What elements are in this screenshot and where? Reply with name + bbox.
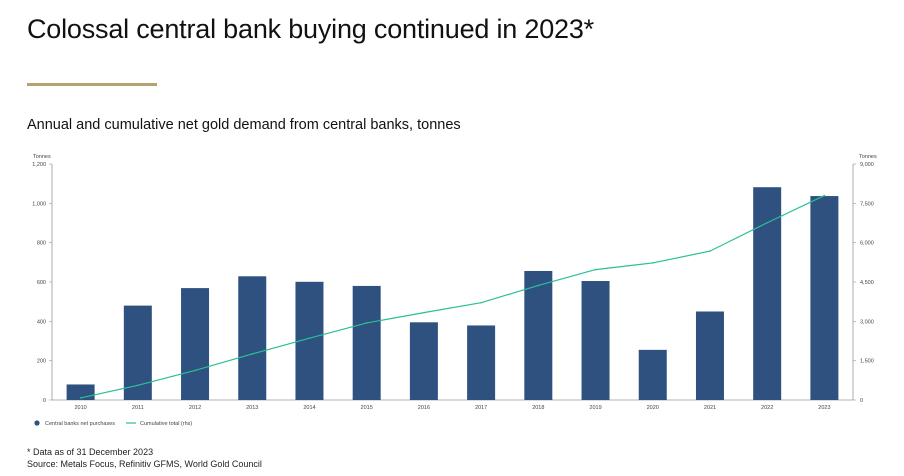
x-tick-label: 2021 [704, 405, 716, 411]
right-tick-label: 7,500 [860, 201, 874, 207]
chart-title: Colossal central bank buying continued i… [27, 14, 594, 44]
x-tick-label: 2016 [418, 405, 430, 411]
cumulative-point-2015 [365, 322, 368, 324]
left-tick-label: 600 [37, 280, 46, 286]
right-axis-unit-label: Tonnes [859, 154, 877, 160]
left-tick-label: 200 [37, 359, 46, 365]
right-tick-label: 3,000 [860, 319, 874, 325]
x-tick-label: 2018 [532, 405, 544, 411]
bar-2018 [524, 270, 553, 400]
bar-2021 [695, 311, 724, 400]
cumulative-point-2013 [251, 353, 254, 355]
cumulative-point-2023 [823, 194, 826, 197]
right-tick-label: 9,000 [860, 162, 874, 168]
x-tick-label: 2017 [475, 405, 487, 411]
bar-2013 [238, 276, 267, 400]
chart-subtitle: Annual and cumulative net gold demand fr… [27, 117, 461, 133]
cumulative-point-2022 [766, 221, 768, 224]
bar-2023 [810, 196, 839, 400]
x-tick-label: 2020 [647, 405, 659, 411]
x-tick-label: 2022 [761, 405, 773, 411]
x-tick-label: 2012 [189, 405, 201, 411]
cumulative-point-2012 [194, 369, 196, 372]
cumulative-line [80, 195, 825, 399]
x-tick-label: 2023 [818, 405, 830, 411]
x-tick-label: 2014 [303, 405, 315, 411]
bar-2011 [123, 305, 152, 400]
right-tick-label: 0 [860, 398, 863, 404]
x-tick-label: 2015 [361, 405, 373, 411]
x-tick-label: 2019 [589, 405, 601, 411]
bar-2015 [352, 285, 381, 400]
title-underline [27, 83, 157, 86]
x-tick-label: 2013 [246, 405, 258, 411]
cumulative-point-2019 [594, 268, 597, 271]
bar-2020 [638, 349, 667, 400]
bar-2016 [409, 322, 438, 400]
footnote-source: Source: Metals Focus, Refinitiv GFMS, Wo… [27, 459, 262, 469]
cumulative-point-2018 [537, 284, 540, 287]
left-tick-label: 400 [37, 319, 46, 325]
cumulative-point-2010 [79, 397, 82, 399]
cumulative-point-2020 [651, 262, 654, 264]
chart-area: Tonnes Tonnes 0 200 400 600 800 1,000 1,200 0 1,50… [32, 154, 877, 427]
cumulative-point-2016 [423, 311, 425, 314]
left-axis-unit-label: Tonnes [33, 154, 51, 160]
bar-2019 [581, 281, 610, 400]
right-tick-label: 4,500 [860, 280, 874, 286]
footnote-data-date: * Data as of 31 December 2023 [27, 447, 154, 457]
cumulative-point-2014 [308, 337, 311, 339]
x-tick-label: 2011 [132, 405, 144, 411]
left-tick-label: 1,000 [32, 201, 46, 207]
cumulative-point-2021 [709, 250, 711, 252]
right-tick-label: 1,500 [860, 359, 874, 365]
x-tick-label: 2010 [74, 405, 86, 411]
legend-line-label: Cumulative total (rhs) [140, 421, 192, 427]
bar-2017 [467, 325, 496, 400]
right-tick-label: 6,000 [860, 241, 874, 247]
cumulative-point-2011 [137, 384, 139, 387]
left-tick-label: 800 [37, 241, 46, 247]
bar-2012 [181, 288, 210, 400]
cumulative-point-2017 [480, 301, 482, 304]
legend-bars-label: Central banks net purchases [45, 421, 115, 427]
bar-2022 [753, 187, 782, 400]
left-tick-label: 1,200 [32, 162, 46, 168]
left-tick-label: 0 [43, 398, 46, 404]
legend-bars-marker [34, 420, 40, 426]
